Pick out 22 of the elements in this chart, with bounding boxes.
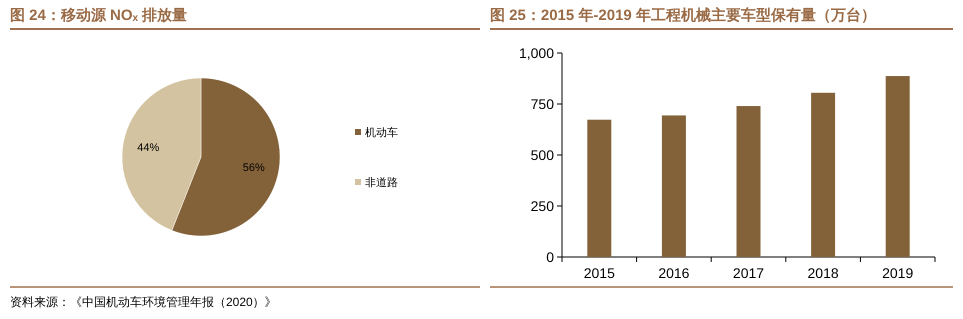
x-tick-label: 2016 [658, 265, 690, 281]
bar [811, 92, 836, 257]
x-tick-label: 2015 [584, 265, 616, 281]
data-label: 56% [242, 162, 265, 174]
data-label: 44% [137, 142, 160, 154]
y-tick-label: 1,000 [518, 45, 554, 61]
bar [736, 106, 760, 257]
y-tick-label: 750 [530, 96, 554, 112]
x-tick-label: 2018 [808, 265, 839, 281]
legend-label: 机动车 [365, 126, 398, 139]
bar [662, 115, 686, 257]
chart-title: 图 24：移动源 NOₓ 排放量 [10, 7, 188, 24]
x-tick-label: 2017 [732, 265, 764, 281]
bar [587, 120, 612, 257]
chart-title: 图 25：2015 年-2019 年工程机械主要车型保有量（万台） [490, 6, 876, 24]
y-tick-label: 500 [530, 147, 554, 163]
y-tick-label: 0 [546, 249, 554, 265]
text: 资料来源：《中国机动车环境管理年报（2020）》 [10, 295, 277, 309]
y-tick-label: 250 [530, 198, 554, 214]
x-tick-label: 2019 [882, 265, 914, 281]
legend-label: 非道路 [365, 176, 398, 189]
bar [886, 76, 910, 257]
